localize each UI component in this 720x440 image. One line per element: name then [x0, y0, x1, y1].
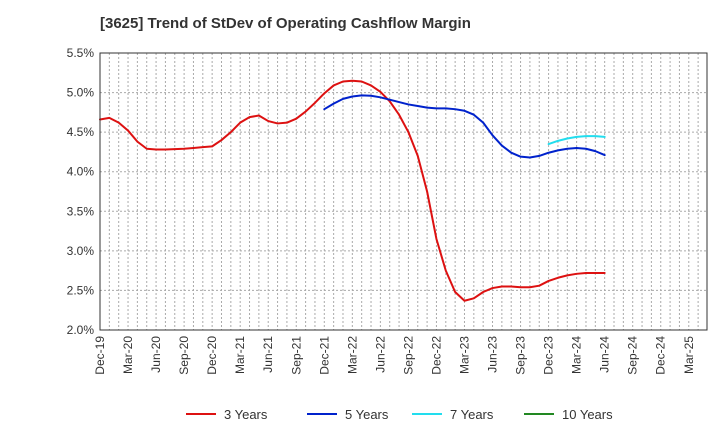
- x-tick-label: Mar-22: [345, 336, 359, 374]
- legend-label: 3 Years: [224, 407, 268, 422]
- y-tick-label: 3.0%: [67, 244, 95, 258]
- x-tick-label: Jun-23: [486, 336, 500, 373]
- x-tick-label: Sep-23: [514, 336, 528, 375]
- y-tick-label: 5.5%: [67, 46, 95, 60]
- x-tick-label: Mar-24: [570, 336, 584, 374]
- x-tick-label: Sep-22: [401, 336, 415, 375]
- series-line-2: [323, 94, 606, 159]
- x-tick-label: Sep-21: [289, 336, 303, 375]
- x-tick-label: Dec-19: [93, 336, 107, 375]
- y-tick-label: 5.0%: [67, 86, 95, 100]
- x-tick-label: Sep-20: [177, 336, 191, 375]
- grid: [100, 53, 707, 330]
- x-tick-label: Jun-24: [598, 336, 612, 373]
- x-tick-label: Mar-25: [682, 336, 696, 374]
- x-tick-label: Mar-21: [233, 336, 247, 374]
- legend: 3 Years 5 Years 7 Years 10 Years: [186, 407, 613, 422]
- y-tick-label: 3.5%: [67, 204, 95, 218]
- series-group: [99, 79, 606, 302]
- x-tick-label: Dec-22: [429, 336, 443, 375]
- x-tick-label: Jun-20: [149, 336, 163, 373]
- x-tick-label: Jun-21: [261, 336, 275, 373]
- x-tick-label: Dec-20: [205, 336, 219, 375]
- x-tick-label: Mar-20: [121, 336, 135, 374]
- x-tick-label: Sep-24: [626, 336, 640, 375]
- x-axis: Dec-19 Mar-20 Jun-20 Sep-20 Dec-20 Mar-21 Jun-…: [93, 336, 696, 375]
- y-tick-label: 4.0%: [67, 165, 95, 179]
- y-axis: 2.0% 2.5% 3.0% 3.5% 4.0% 4.5% 5.0% 5.5%: [67, 46, 95, 337]
- series-line-1: [99, 79, 606, 302]
- plot-frame: [99, 52, 708, 331]
- x-tick-label: Dec-21: [317, 336, 331, 375]
- y-tick-label: 2.5%: [67, 283, 95, 297]
- y-tick-label: 4.5%: [67, 125, 95, 139]
- x-tick-label: Dec-24: [654, 336, 668, 375]
- x-tick-label: Dec-23: [542, 336, 556, 375]
- plot-area: [100, 53, 707, 330]
- legend-label: 5 Years: [345, 407, 389, 422]
- x-tick-label: Jun-22: [373, 336, 387, 373]
- y-tick-label: 2.0%: [67, 323, 95, 337]
- chart-title: [3625] Trend of StDev of Operating Cashf…: [100, 15, 471, 32]
- x-tick-label: Mar-23: [457, 336, 471, 374]
- series-line-3: [547, 135, 606, 146]
- legend-label: 10 Years: [562, 407, 613, 422]
- legend-label: 7 Years: [450, 407, 494, 422]
